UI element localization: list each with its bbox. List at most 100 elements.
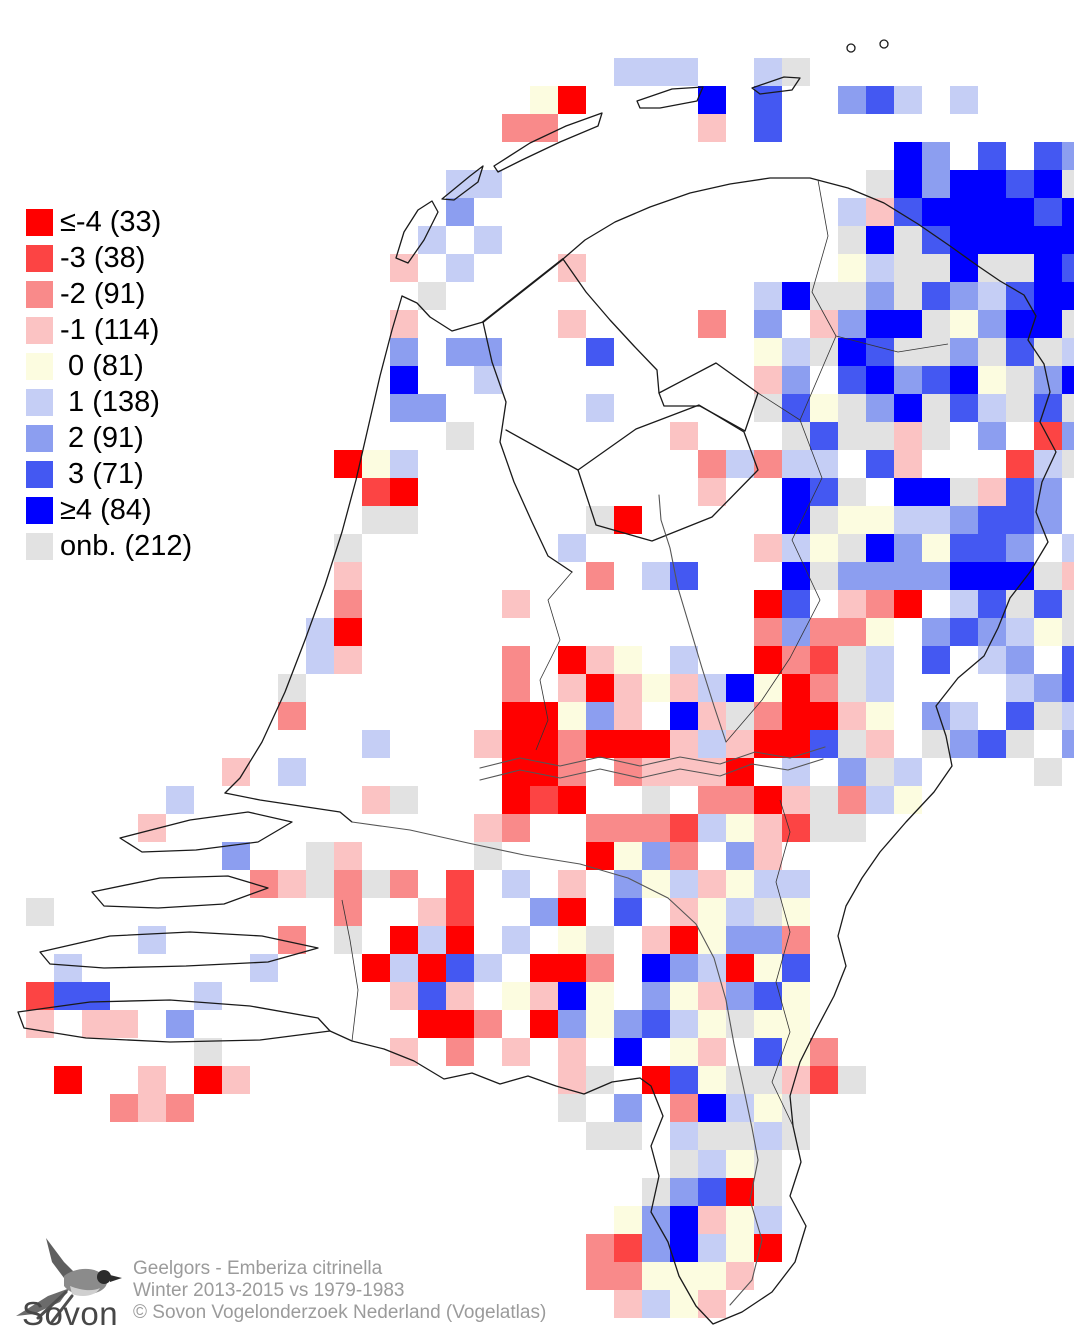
grid-cell xyxy=(614,674,642,702)
grid-cell xyxy=(726,786,754,814)
legend-color-chip xyxy=(26,352,53,380)
grid-cell xyxy=(754,814,782,842)
grid-cell xyxy=(642,814,670,842)
grid-cell xyxy=(362,786,390,814)
grid-cell xyxy=(670,1262,698,1290)
grid-cell xyxy=(1062,422,1074,450)
grid-cell xyxy=(334,870,362,898)
grid-cell xyxy=(670,1094,698,1122)
grid-cell xyxy=(670,1290,698,1318)
grid-cell xyxy=(54,954,82,982)
grid-cell xyxy=(894,506,922,534)
grid-cell xyxy=(726,1010,754,1038)
grid-cell xyxy=(978,394,1006,422)
grid-cell xyxy=(586,1066,614,1094)
grid-cell xyxy=(950,394,978,422)
grid-cell xyxy=(1062,618,1074,646)
grid-cell xyxy=(754,618,782,646)
grid-cell xyxy=(698,982,726,1010)
grid-cell xyxy=(950,226,978,254)
grid-cell xyxy=(950,310,978,338)
grid-cell xyxy=(922,702,950,730)
legend-color-chip xyxy=(26,208,53,236)
grid-cell xyxy=(922,338,950,366)
grid-cell xyxy=(754,1038,782,1066)
legend-item-label: 3 (71) xyxy=(60,457,144,490)
grid-cell xyxy=(894,310,922,338)
grid-cell xyxy=(754,954,782,982)
grid-cell xyxy=(1062,450,1074,478)
grid-cell xyxy=(530,982,558,1010)
grid-cell xyxy=(390,1038,418,1066)
grid-cell xyxy=(166,1094,194,1122)
legend-item-label: -2 (91) xyxy=(60,277,146,310)
grid-cell xyxy=(698,730,726,758)
grid-cell xyxy=(166,786,194,814)
grid-cell xyxy=(390,926,418,954)
grid-cell xyxy=(810,422,838,450)
grid-cell xyxy=(782,786,810,814)
grid-cell xyxy=(894,226,922,254)
grid-cell xyxy=(642,58,670,86)
grid-cell xyxy=(754,1178,782,1206)
grid-cell xyxy=(782,870,810,898)
grid-cell xyxy=(1034,506,1062,534)
grid-cell xyxy=(1006,254,1034,282)
grid-cell xyxy=(922,366,950,394)
grid-cell xyxy=(838,730,866,758)
grid-cell xyxy=(474,1010,502,1038)
grid-cell xyxy=(838,702,866,730)
grid-cell xyxy=(1062,198,1074,226)
grid-cell xyxy=(446,982,474,1010)
grid-cell xyxy=(754,926,782,954)
legend-color-chip xyxy=(26,532,53,560)
grid-cell xyxy=(670,646,698,674)
grid-cell xyxy=(726,674,754,702)
grid-cell xyxy=(754,702,782,730)
grid-cell xyxy=(474,366,502,394)
grid-cell xyxy=(754,338,782,366)
grid-cell xyxy=(922,142,950,170)
legend-item: 1 (138) xyxy=(26,384,192,420)
grid-cell xyxy=(1062,562,1074,590)
grid-cell xyxy=(894,338,922,366)
legend-color-chip xyxy=(26,244,53,272)
grid-cell xyxy=(782,506,810,534)
grid-cell xyxy=(950,730,978,758)
grid-cell xyxy=(1062,534,1074,562)
grid-cell xyxy=(726,954,754,982)
grid-cell xyxy=(1034,338,1062,366)
grid-cell xyxy=(950,590,978,618)
grid-cell xyxy=(1062,702,1074,730)
grid-cell xyxy=(586,506,614,534)
grid-cell xyxy=(894,394,922,422)
grid-cell xyxy=(614,1122,642,1150)
legend-color-chip xyxy=(26,460,53,488)
grid-cell xyxy=(978,646,1006,674)
grid-cell xyxy=(642,1290,670,1318)
grid-cell xyxy=(754,982,782,1010)
grid-cell xyxy=(978,478,1006,506)
legend-item: onb. (212) xyxy=(26,528,192,564)
grid-cell xyxy=(138,1066,166,1094)
grid-cell xyxy=(250,954,278,982)
grid-cell xyxy=(1034,142,1062,170)
grid-cell xyxy=(754,590,782,618)
grid-cell xyxy=(726,870,754,898)
grid-cell xyxy=(754,450,782,478)
grid-cell xyxy=(698,926,726,954)
grid-cell xyxy=(922,562,950,590)
grid-cell xyxy=(642,786,670,814)
grid-cell xyxy=(474,954,502,982)
grid-cell xyxy=(810,282,838,310)
grid-cell xyxy=(782,282,810,310)
grid-cell xyxy=(866,702,894,730)
grid-cell xyxy=(978,730,1006,758)
grid-cell xyxy=(530,86,558,114)
grid-cell xyxy=(502,982,530,1010)
grid-cell xyxy=(334,590,362,618)
grid-cell xyxy=(558,730,586,758)
legend-item: 0 (81) xyxy=(26,348,192,384)
grid-cell xyxy=(54,1066,82,1094)
grid-cell xyxy=(782,58,810,86)
